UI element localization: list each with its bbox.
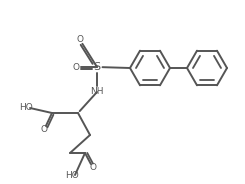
Text: NH: NH (90, 88, 104, 96)
Text: HO: HO (65, 171, 79, 180)
Text: O: O (40, 125, 48, 135)
Text: O: O (76, 36, 84, 45)
Text: HO: HO (19, 103, 33, 112)
Text: S: S (93, 62, 100, 72)
Text: O: O (73, 63, 79, 72)
Text: O: O (89, 164, 97, 173)
